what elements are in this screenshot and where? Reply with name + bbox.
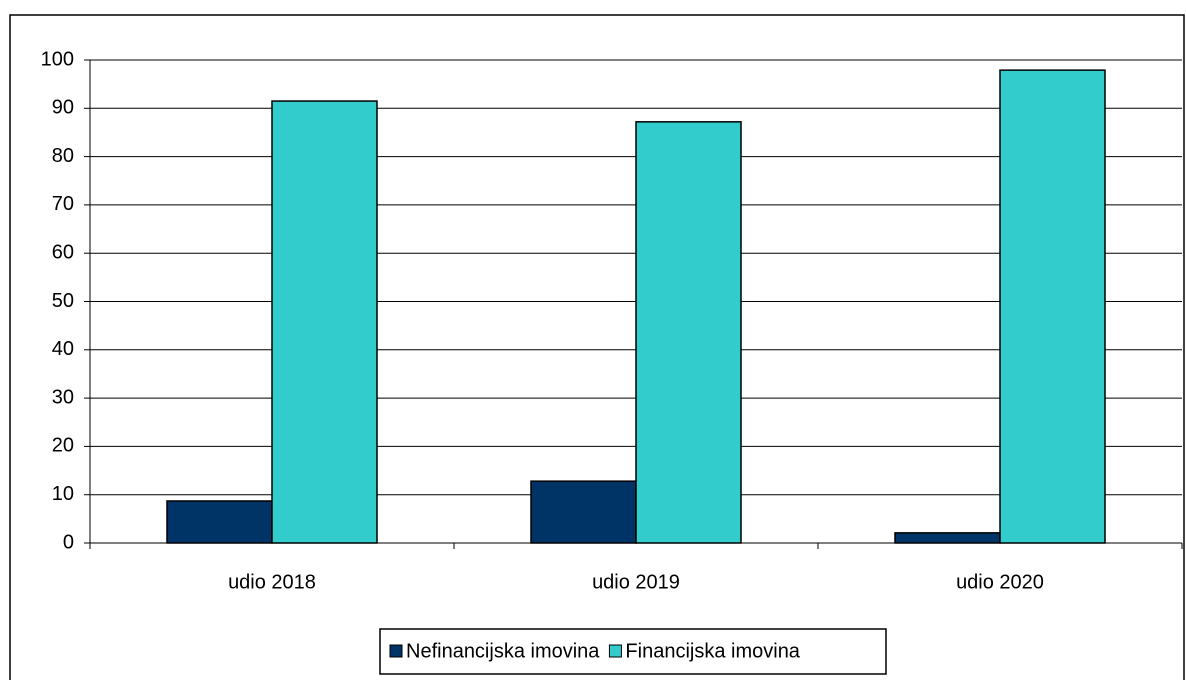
legend-label: Nefinancijska imovina bbox=[406, 640, 600, 662]
x-tick-label: udio 2019 bbox=[592, 571, 680, 593]
bar bbox=[271, 100, 378, 544]
y-tick-label: 0 bbox=[63, 531, 74, 553]
bar bbox=[635, 121, 742, 544]
y-tick-label: 90 bbox=[52, 97, 74, 119]
legend-label: Financijska imovina bbox=[625, 640, 800, 662]
y-tick-label: 80 bbox=[52, 145, 74, 167]
y-tick-label: 100 bbox=[41, 48, 74, 70]
bar bbox=[166, 500, 273, 544]
y-tick-label: 30 bbox=[52, 386, 74, 408]
chart-border bbox=[9, 14, 1185, 680]
y-tick-label: 40 bbox=[52, 338, 74, 360]
bar bbox=[530, 480, 637, 544]
y-tick-label: 60 bbox=[52, 241, 74, 263]
bar bbox=[894, 532, 1001, 544]
bar bbox=[999, 69, 1106, 544]
legend-swatch bbox=[608, 644, 622, 658]
legend-box bbox=[379, 628, 887, 675]
y-tick-label: 70 bbox=[52, 193, 74, 215]
legend-swatch bbox=[389, 644, 403, 658]
y-tick-label: 50 bbox=[52, 290, 74, 312]
y-tick-label: 20 bbox=[52, 435, 74, 457]
x-tick-label: udio 2018 bbox=[228, 571, 316, 593]
x-tick-label: udio 2020 bbox=[956, 571, 1044, 593]
y-tick-label: 10 bbox=[52, 483, 74, 505]
